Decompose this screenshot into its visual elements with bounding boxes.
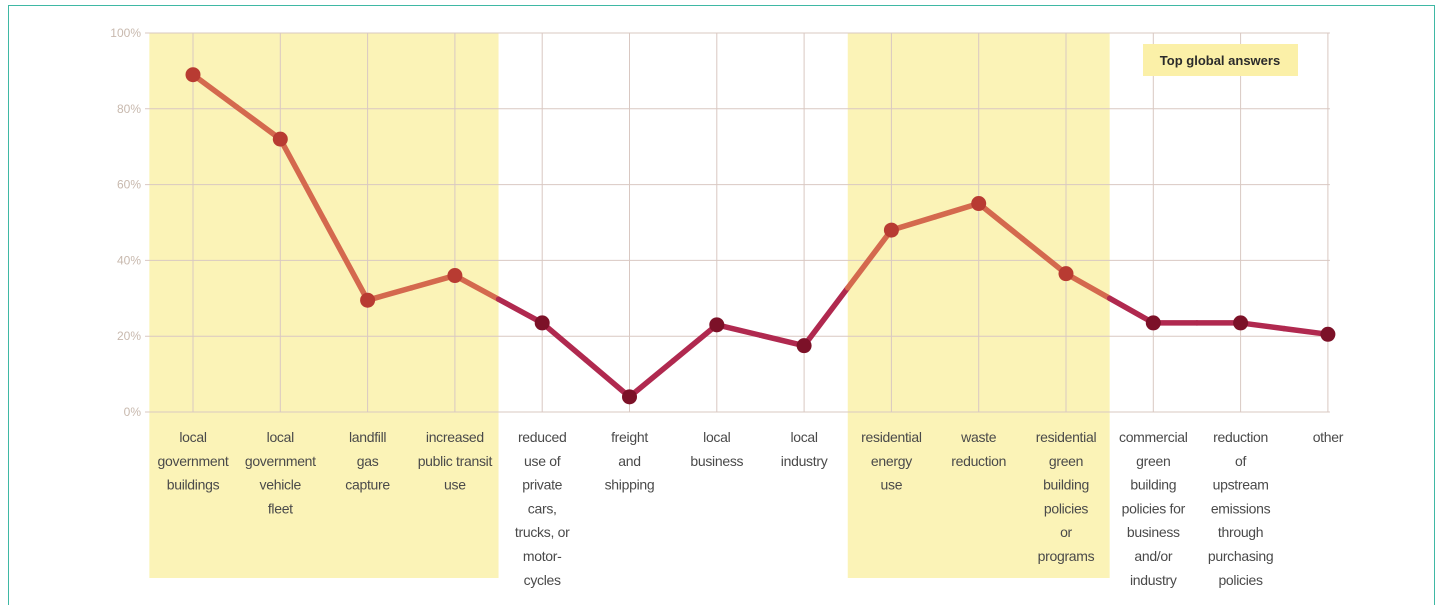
data-point [971, 196, 987, 212]
y-tick-label: 100% [110, 26, 141, 40]
series-line-segment [495, 296, 545, 326]
category-label: reduction of upstream emissions through purch… [1208, 429, 1274, 588]
y-tick-label: 60% [117, 178, 141, 192]
series-line-segment [975, 200, 1026, 242]
category-label: commercial green building policies for busin… [1119, 429, 1188, 588]
category-label: freight and shipping [605, 429, 655, 493]
y-tick-label: 80% [117, 102, 141, 116]
series-line-segment [539, 320, 589, 363]
y-tick-label: 20% [117, 329, 141, 343]
legend-box [1143, 44, 1298, 76]
data-point [1233, 315, 1249, 331]
series-line-segment [670, 322, 720, 364]
series-line-segment [1019, 235, 1069, 277]
series-line-segment [233, 104, 284, 142]
series-line-segment [364, 285, 414, 303]
category-label: local government buildings [158, 429, 229, 493]
highlight-band [149, 33, 499, 578]
series-line-segment [932, 200, 982, 220]
category-label: reduced use of private cars, trucks, or motor… [515, 429, 570, 588]
legend-label: Top global answers [1160, 53, 1280, 68]
category-label: residential green building policies or progra… [1036, 429, 1097, 564]
data-point [360, 292, 376, 308]
data-point [709, 317, 725, 333]
series-line-segment [1063, 270, 1113, 302]
category-label: other [1313, 429, 1344, 445]
chart-frame [8, 5, 1435, 605]
data-point [796, 338, 812, 354]
data-point [185, 67, 201, 83]
data-point [622, 389, 637, 405]
series-line-segment [888, 214, 938, 233]
series-line-segment [190, 71, 240, 110]
category-label: local business [690, 429, 743, 469]
series-line-segment [801, 285, 851, 349]
category-label: waste reduction [951, 429, 1006, 469]
category-label: residential energy use [861, 429, 922, 493]
data-point [1058, 266, 1074, 282]
series-line-segment [452, 272, 502, 302]
category-label: local industry [781, 429, 828, 469]
data-point [883, 222, 899, 238]
y-tick-label: 0% [124, 405, 142, 419]
category-label: local government vehicle fleet [245, 429, 316, 516]
data-point [1320, 326, 1336, 342]
data-point [272, 131, 288, 147]
series-line-segment [1106, 295, 1157, 326]
category-label: landfill gas capture [345, 429, 390, 493]
y-tick-label: 40% [117, 253, 141, 267]
series-line-segment [845, 227, 895, 291]
series-line-segment [408, 272, 458, 291]
series-line-segment [583, 357, 633, 400]
data-point [447, 268, 463, 284]
category-label: increased public transit use [418, 429, 493, 493]
series-line-segment [277, 136, 327, 223]
series-line-segment [321, 216, 371, 303]
data-point [534, 315, 550, 331]
series-line-segment [626, 358, 676, 400]
data-point [1145, 315, 1161, 331]
